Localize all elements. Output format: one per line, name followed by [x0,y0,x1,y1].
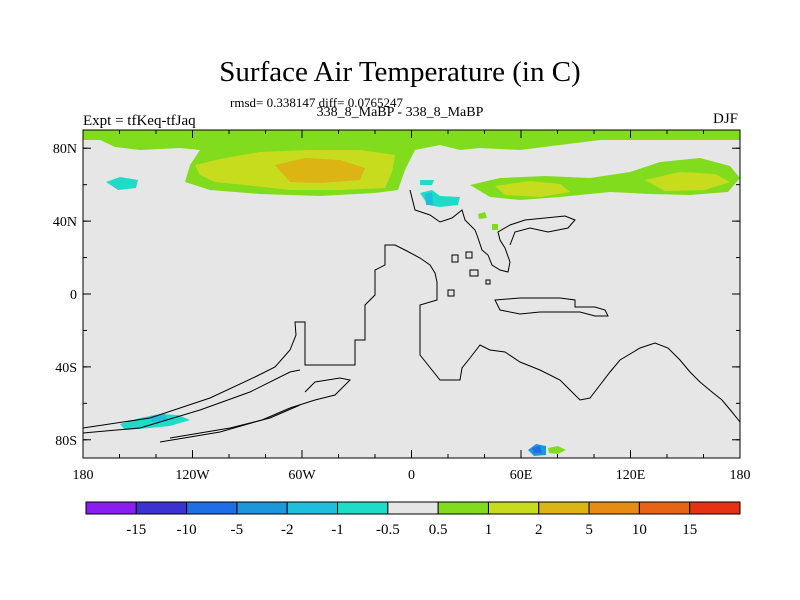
lon-tick-label: 60W [288,468,316,483]
colorbar-swatch [437,501,489,515]
stats-subtitle: rmsd= 0.338147 diff= 0.0765247 [230,95,403,110]
coastline [82,369,301,434]
coastline [159,377,352,443]
arctic-hot-region [275,158,365,183]
cool-region [420,180,434,185]
colorbar-swatch [337,501,389,515]
lon-tick-label: 0 [408,468,415,483]
page-title: Surface Air Temperature (in C) [219,56,581,88]
coastline [451,254,459,263]
colorbar-swatch [638,501,691,515]
lat-tick-label: 80S [55,434,77,449]
colorbar-swatch [186,501,238,515]
colorbar-swatch [85,501,137,515]
colorbar-label: 2 [535,522,543,538]
asia-warm-core [495,181,570,197]
coastline [465,251,473,259]
colorbar-label: -15 [126,522,146,538]
coastlines [82,189,741,443]
colorbar-label: 10 [632,522,647,538]
coastline [494,297,609,317]
experiment-label: Expt = tfKeq-tfJaq [83,113,196,129]
colorbar-swatch [135,501,188,515]
colorbar-swatch [236,501,288,515]
colorbar-swatch [286,501,339,515]
colorbar-label: 1 [485,522,493,538]
cold-spot [532,446,542,453]
colorbar-label: -2 [281,522,294,538]
lat-tick-label: 40S [55,361,77,376]
colorbar-label: -5 [231,522,244,538]
colorbar-swatch [689,501,741,515]
temperature-shading [83,130,740,456]
lon-tick-label: 180 [73,468,94,483]
warm-spot [478,212,487,219]
lat-tick-label: 80N [53,142,77,157]
lon-tick-label: 60E [510,468,533,483]
lat-tick-label: 40N [53,215,77,230]
coastline [469,269,479,277]
runs-subtitle: 338_8_MaBP - 338_8_MaBP [316,105,484,120]
asia-warm-core [645,172,730,191]
map-ticks: 180 120W 60W 0 60E 120E 180 80N 40N 0 40S 80S [53,130,751,483]
colorbar-label: -0.5 [376,522,400,538]
lon-tick-label: 120W [175,468,210,483]
colorbar-label: -10 [177,522,197,538]
colorbar-swatch [487,501,540,515]
cool-region [425,192,433,205]
coastline [447,289,455,297]
season-label: DJF [712,111,738,127]
lon-tick-label: 120E [616,468,646,483]
colorbar-swatch [538,501,590,515]
colorbar-label: 15 [682,522,697,538]
coastline [169,404,301,439]
coastline [409,189,576,273]
colorbar-label: -1 [331,522,344,538]
cool-region [106,177,138,190]
coastline [485,279,491,285]
colorbar-swatch [387,501,439,515]
lat-tick-label: 0 [70,288,77,303]
lon-tick-label: 180 [730,468,751,483]
warm-spot [492,224,498,230]
colorbar-label: 0.5 [429,522,448,538]
colorbar-swatch [588,501,640,515]
colorbar-label: 5 [585,522,593,538]
coastline [82,244,741,429]
colorbar: -15 -10 -5 -2 -1 -0.5 0.5 1 2 5 10 15 [85,501,741,538]
warm-spot [548,446,566,454]
